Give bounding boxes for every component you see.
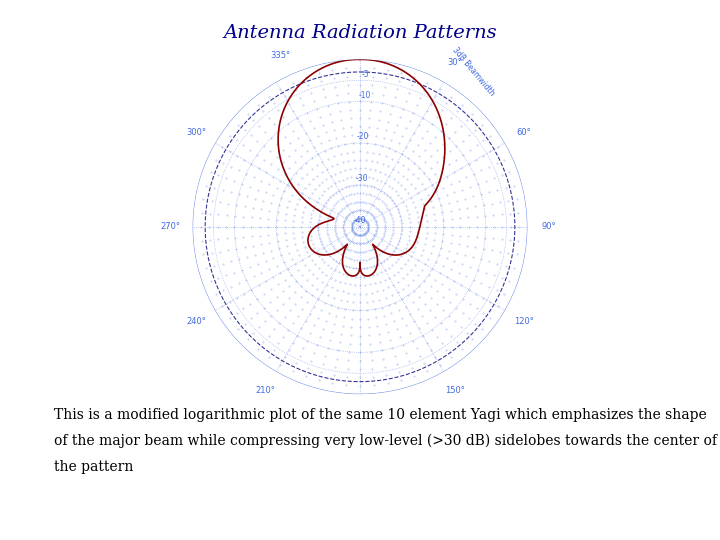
- Text: 240°: 240°: [186, 317, 206, 326]
- Text: -30: -30: [355, 174, 368, 183]
- Text: This is a modified logarithmic plot of the same 10 element Yagi which emphasizes: This is a modified logarithmic plot of t…: [54, 408, 707, 422]
- Text: Antenna Radiation Patterns: Antenna Radiation Patterns: [223, 24, 497, 42]
- Text: 270°: 270°: [161, 222, 181, 231]
- Text: 60°: 60°: [516, 128, 531, 137]
- Text: 30°: 30°: [447, 58, 462, 68]
- Text: 210°: 210°: [256, 386, 275, 395]
- Text: -5: -5: [361, 70, 369, 79]
- Text: -40: -40: [354, 216, 366, 225]
- Text: of the major beam while compressing very low-level (>30 dB) sidelobes towards th: of the major beam while compressing very…: [54, 434, 717, 448]
- Text: 90°: 90°: [542, 222, 557, 231]
- Text: -10: -10: [359, 91, 371, 100]
- Text: -20: -20: [357, 132, 369, 141]
- Text: 335°: 335°: [270, 51, 290, 60]
- Text: the pattern: the pattern: [54, 460, 133, 474]
- Text: 120°: 120°: [514, 317, 534, 326]
- Text: 3dB Beamwidth: 3dB Beamwidth: [451, 45, 497, 97]
- Text: 150°: 150°: [445, 386, 464, 395]
- Text: 300°: 300°: [186, 128, 206, 137]
